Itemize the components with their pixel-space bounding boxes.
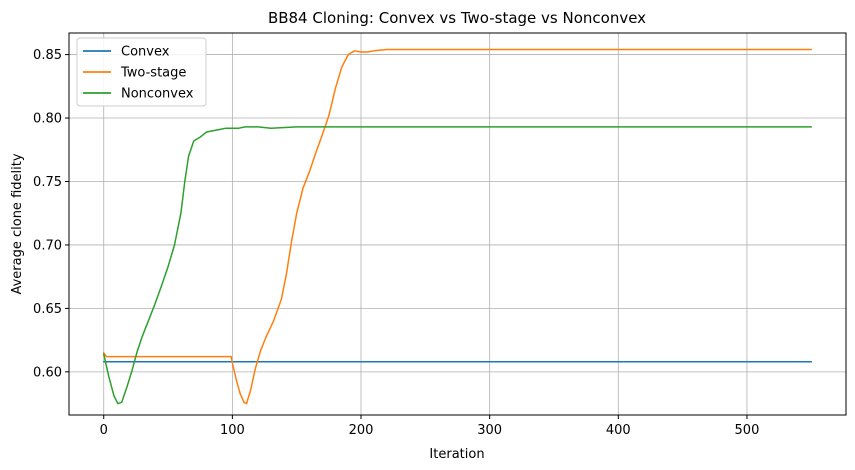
x-tick-label: 100 <box>220 423 245 438</box>
x-axis-label: Iteration <box>429 447 484 462</box>
series-line-two-stage <box>102 48 813 405</box>
x-tick-label: 400 <box>606 423 631 438</box>
x-tick-label: 500 <box>735 423 760 438</box>
plot-area-frame <box>68 32 847 416</box>
legend-box <box>76 37 207 107</box>
x-tick-label: 300 <box>477 423 502 438</box>
y-tick-label: 0.75 <box>33 175 62 190</box>
grid-lines <box>69 33 846 415</box>
legend-entry-label: Convex <box>121 45 170 60</box>
series-layer <box>102 48 813 405</box>
legend-entry-label: Nonconvex <box>121 87 194 102</box>
y-tick-label: 0.85 <box>33 48 62 63</box>
y-tick-label: 0.60 <box>33 365 62 380</box>
y-axis-label: Average clone fidelity <box>10 153 25 294</box>
y-tick-label: 0.65 <box>33 302 62 317</box>
series-line-nonconvex <box>102 126 813 405</box>
x-tick-label: 200 <box>349 423 374 438</box>
y-tick-label: 0.80 <box>33 112 62 127</box>
chart-title: BB84 Cloning: Convex vs Two-stage vs Non… <box>268 9 646 27</box>
axis-ticks: 0 100 200 300 400 500 0.60 0.65 0.70 0.75 0.80 0.85 <box>33 48 759 438</box>
x-tick-label: 0 <box>100 423 108 438</box>
y-tick-label: 0.70 <box>33 238 62 253</box>
legend-entry-label: Two-stage <box>120 66 186 81</box>
legend: Convex Two-stage Nonconvex <box>76 37 207 107</box>
